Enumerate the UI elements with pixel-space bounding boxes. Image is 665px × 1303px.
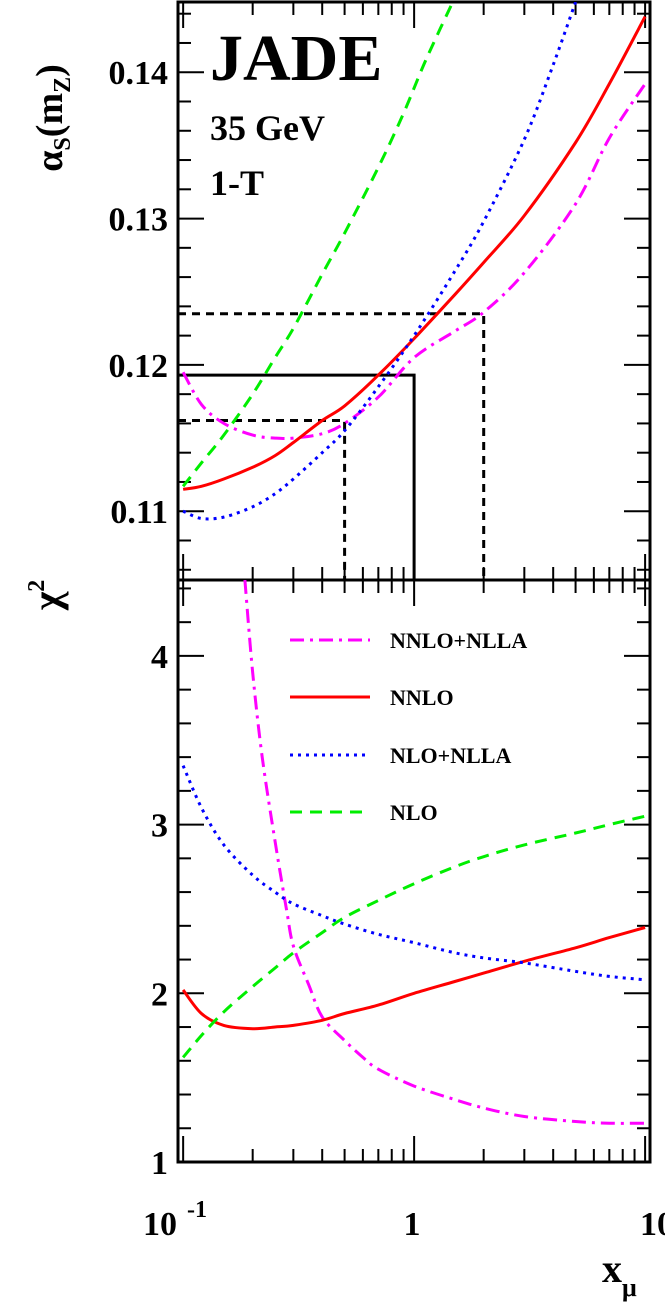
legend: NNLO+NLLA NNLO NLO+NLLA NLO bbox=[290, 628, 527, 825]
observable-label: 1-T bbox=[210, 163, 264, 203]
xtick-label-0.1: 10 -1 bbox=[143, 1197, 207, 1243]
xtick-label-1: 1 bbox=[404, 1206, 421, 1243]
curve-nnlo-nlla bbox=[243, 580, 646, 1125]
curve-nlo-nlla bbox=[182, 2, 578, 521]
top-ytick-label: 0.11 bbox=[110, 494, 168, 531]
top-panel-ticks bbox=[178, 2, 650, 580]
bottom-y-axis-title: χ2 bbox=[24, 580, 69, 611]
scale-marker-dashed bbox=[178, 312, 486, 580]
bottom-panel-ticks bbox=[178, 580, 650, 1163]
curve-nnlo bbox=[181, 926, 646, 1031]
scale-marker-solid bbox=[178, 373, 416, 580]
top-y-axis-title: αS(mZ) bbox=[29, 64, 76, 172]
top-panel-optimal-scale-markers bbox=[178, 312, 486, 580]
bottom-ytick-label: 1 bbox=[151, 1145, 168, 1182]
top-ytick-label: 0.14 bbox=[109, 55, 169, 92]
legend-label-nnlo-nlla: NNLO+NLLA bbox=[390, 628, 527, 653]
bottom-panel-frame bbox=[176, 578, 652, 1164]
top-panel-curves bbox=[181, 2, 647, 521]
bottom-ytick-label: 4 bbox=[151, 639, 168, 676]
curve-nnlo bbox=[182, 15, 647, 491]
top-ytick-label: 0.13 bbox=[109, 202, 169, 239]
xtick-label-10: 10 bbox=[640, 1206, 665, 1243]
bottom-ytick-label: 2 bbox=[151, 976, 168, 1013]
bottom-panel-curves bbox=[181, 580, 646, 1125]
curve-nlo bbox=[181, 2, 455, 488]
legend-label-nlo-nlla: NLO+NLLA bbox=[390, 743, 511, 768]
experiment-label: JADE bbox=[210, 22, 382, 95]
scale-marker-dashed bbox=[178, 419, 347, 580]
legend-label-nlo: NLO bbox=[390, 800, 438, 825]
top-ytick-label: 0.12 bbox=[109, 348, 169, 385]
curve-nlo bbox=[181, 814, 646, 1059]
legend-label-nnlo: NNLO bbox=[390, 685, 454, 710]
x-axis-title: xμ bbox=[602, 1246, 637, 1302]
curve-nnlo-nlla bbox=[181, 83, 647, 441]
bottom-ytick-label: 3 bbox=[151, 808, 168, 845]
energy-label: 35 GeV bbox=[210, 108, 325, 148]
